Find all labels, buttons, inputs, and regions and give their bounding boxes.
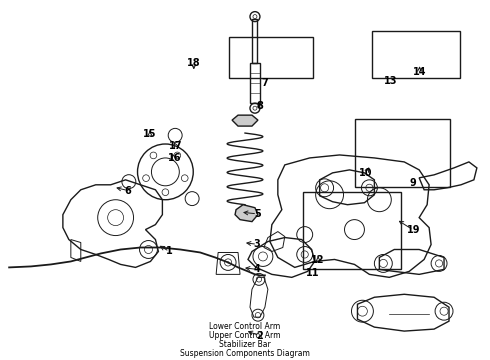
Text: 15: 15 — [143, 129, 157, 139]
Polygon shape — [232, 115, 258, 126]
Text: Upper Control Arm: Upper Control Arm — [209, 331, 281, 340]
Text: 2: 2 — [256, 331, 263, 341]
Bar — [229, 36, 313, 78]
Polygon shape — [235, 205, 258, 222]
Text: 7: 7 — [261, 78, 268, 88]
Text: 1: 1 — [166, 247, 173, 256]
Text: 12: 12 — [312, 256, 325, 265]
Text: 4: 4 — [254, 264, 261, 274]
Text: 10: 10 — [359, 168, 373, 178]
Text: 16: 16 — [168, 153, 181, 163]
Text: Suspension Components Diagram: Suspension Components Diagram — [180, 349, 310, 358]
Text: 17: 17 — [169, 141, 182, 151]
Text: 3: 3 — [254, 239, 261, 249]
Bar — [372, 31, 460, 78]
Text: 8: 8 — [256, 102, 263, 111]
Text: 19: 19 — [407, 225, 420, 235]
Bar — [355, 119, 450, 187]
Text: 13: 13 — [384, 76, 397, 86]
Text: Stabilizer Bar: Stabilizer Bar — [219, 340, 271, 349]
Text: 18: 18 — [187, 58, 200, 68]
Bar — [302, 192, 401, 269]
Text: 14: 14 — [413, 67, 426, 77]
Text: 6: 6 — [124, 185, 131, 195]
Text: 9: 9 — [410, 179, 416, 188]
Text: 11: 11 — [306, 268, 319, 278]
Text: 5: 5 — [254, 209, 261, 219]
Text: Lower Control Arm: Lower Control Arm — [209, 322, 281, 331]
